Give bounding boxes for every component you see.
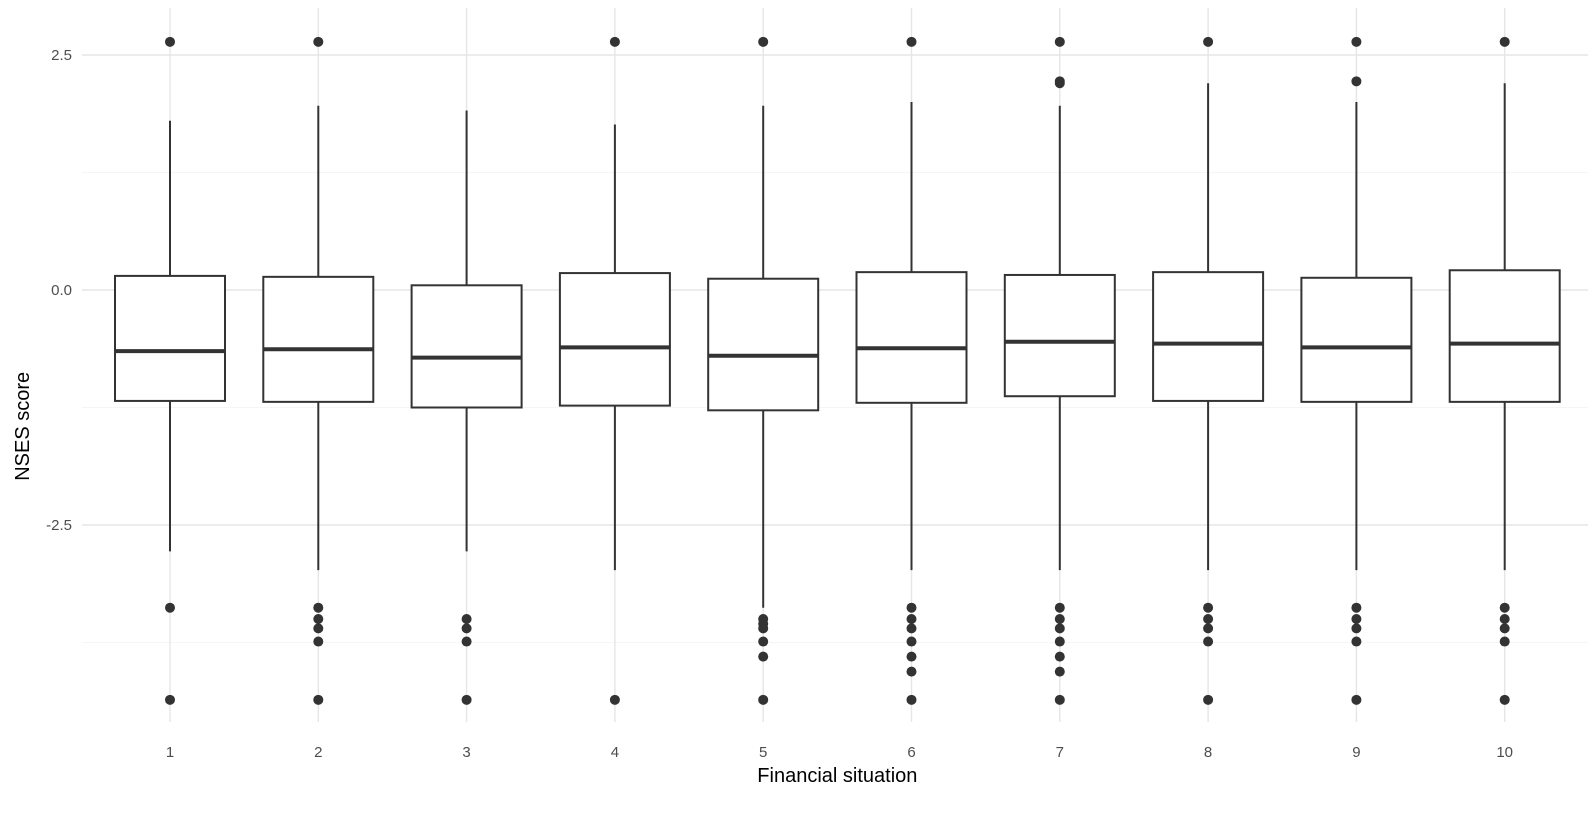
box-body bbox=[410, 284, 523, 409]
box-group bbox=[262, 36, 375, 705]
outlier-point bbox=[1054, 694, 1065, 705]
box-group bbox=[1152, 36, 1265, 705]
outlier-point bbox=[1203, 602, 1214, 613]
outlier-point bbox=[1351, 636, 1362, 647]
outlier-point bbox=[1203, 36, 1214, 47]
y-tick-label: 0.0 bbox=[51, 282, 72, 299]
outlier-point bbox=[1499, 694, 1510, 705]
y-tick-label: -2.5 bbox=[46, 517, 72, 534]
box-body bbox=[1300, 276, 1413, 403]
outlier-point bbox=[906, 636, 917, 647]
box-group bbox=[707, 36, 820, 705]
outlier-point bbox=[313, 614, 324, 624]
box-body bbox=[1448, 269, 1561, 403]
outlier-point bbox=[906, 694, 917, 705]
outlier-point bbox=[1054, 666, 1065, 677]
axis-ticks: -2.5 0.0 2.5 1 2 3 4 5 6 7 8 9 10 bbox=[46, 47, 1513, 761]
outlier-point bbox=[1499, 602, 1510, 613]
outlier-point bbox=[1054, 614, 1065, 624]
box-body bbox=[1152, 271, 1265, 402]
outlier-point bbox=[313, 694, 324, 705]
box-group bbox=[410, 110, 523, 705]
x-tick-label: 7 bbox=[1056, 744, 1064, 761]
outlier-point bbox=[461, 636, 472, 647]
outlier-point bbox=[758, 623, 769, 634]
x-tick-label: 8 bbox=[1204, 744, 1212, 761]
outlier-point bbox=[906, 614, 917, 624]
box-group bbox=[1448, 36, 1561, 705]
outlier-point bbox=[906, 36, 917, 47]
outlier-point bbox=[1203, 694, 1214, 705]
outlier-point bbox=[461, 623, 472, 634]
x-tick-label: 10 bbox=[1496, 744, 1513, 761]
x-tick-label: 3 bbox=[462, 744, 470, 761]
x-tick-label: 1 bbox=[166, 744, 174, 761]
box-group bbox=[114, 36, 226, 705]
box-group bbox=[558, 36, 671, 705]
outlier-point bbox=[906, 666, 917, 677]
outlier-point bbox=[1351, 76, 1362, 87]
box-body bbox=[707, 277, 820, 412]
y-axis-title: NSES score bbox=[12, 372, 34, 481]
outlier-point bbox=[1351, 623, 1362, 634]
outlier-point bbox=[1203, 623, 1214, 634]
x-tick-label: 9 bbox=[1352, 744, 1360, 761]
outlier-point bbox=[1351, 36, 1362, 47]
box-body bbox=[262, 275, 375, 403]
outlier-point bbox=[758, 651, 769, 662]
outlier-point bbox=[1499, 636, 1510, 647]
outlier-point bbox=[906, 651, 917, 662]
outlier-point bbox=[165, 36, 175, 47]
box-body bbox=[855, 271, 968, 404]
outlier-point bbox=[1054, 36, 1065, 47]
outlier-point bbox=[165, 602, 175, 613]
outlier-point bbox=[906, 623, 917, 634]
outlier-point bbox=[313, 36, 324, 47]
outlier-point bbox=[1203, 636, 1214, 647]
x-tick-label: 5 bbox=[759, 744, 767, 761]
box-body bbox=[558, 272, 671, 407]
outlier-point bbox=[1054, 623, 1065, 634]
x-tick-label: 4 bbox=[611, 744, 619, 761]
outlier-point bbox=[461, 694, 472, 705]
outlier-point bbox=[1499, 623, 1510, 634]
outlier-point bbox=[906, 602, 917, 613]
box-group bbox=[1003, 36, 1116, 705]
outlier-point bbox=[1351, 694, 1362, 705]
outlier-point bbox=[313, 623, 324, 634]
outlier-point bbox=[758, 694, 769, 705]
box-body bbox=[114, 274, 226, 402]
outlier-point bbox=[313, 602, 324, 613]
outlier-point bbox=[313, 636, 324, 647]
outlier-point bbox=[165, 694, 175, 705]
box-series bbox=[114, 36, 1561, 705]
x-axis-title: Financial situation bbox=[757, 765, 917, 787]
outlier-point bbox=[1351, 602, 1362, 613]
y-tick-label: 2.5 bbox=[51, 47, 72, 64]
outlier-point bbox=[758, 36, 769, 47]
outlier-point bbox=[1499, 614, 1510, 624]
outlier-point bbox=[1499, 36, 1510, 47]
box-group bbox=[1300, 36, 1413, 705]
x-tick-label: 6 bbox=[907, 744, 915, 761]
outlier-point bbox=[1351, 614, 1362, 624]
outlier-point bbox=[609, 694, 620, 705]
outlier-point bbox=[609, 36, 620, 47]
x-tick-label: 2 bbox=[314, 744, 322, 761]
outlier-point bbox=[1054, 602, 1065, 613]
outlier-point bbox=[1054, 651, 1065, 662]
outlier-point bbox=[461, 614, 472, 624]
outlier-point bbox=[758, 636, 769, 647]
outlier-point bbox=[1054, 636, 1065, 647]
box-body bbox=[1003, 273, 1116, 398]
outlier-point bbox=[1054, 78, 1065, 89]
outlier-point bbox=[1203, 614, 1214, 624]
box-group bbox=[855, 36, 968, 705]
